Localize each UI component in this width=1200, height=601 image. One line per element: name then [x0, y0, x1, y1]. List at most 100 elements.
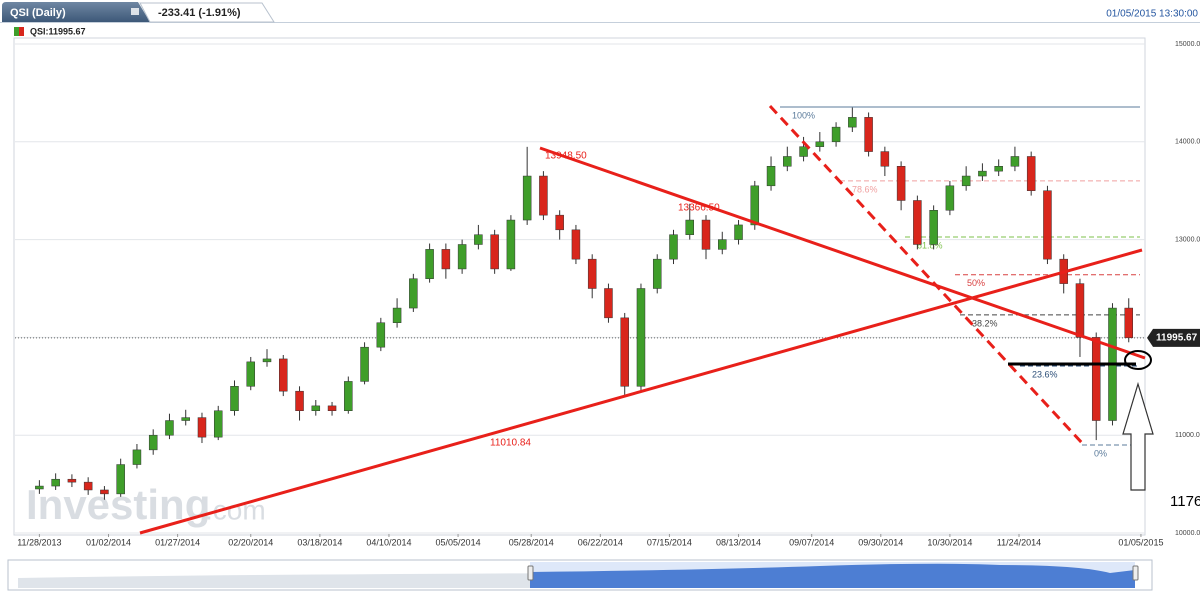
candle-body	[522, 175, 532, 221]
candle-body	[490, 234, 499, 270]
datetime: 01/05/2015 13:30:00	[1106, 9, 1198, 20]
tab[interactable]	[2, 2, 150, 22]
x-tick-label: 08/13/2014	[716, 537, 761, 547]
price-change: -233.41 (-1.91%)	[158, 7, 241, 19]
annotation: 11010.84	[490, 438, 531, 449]
y-tick-label: 10000.00	[1175, 530, 1200, 537]
fib-label: 50%	[967, 278, 985, 288]
candle-body	[100, 489, 109, 495]
candle-body	[441, 249, 451, 270]
candle-body	[831, 126, 841, 143]
candle-body	[457, 244, 467, 270]
candle-body	[864, 117, 873, 152]
annotation: 13948.50	[545, 151, 587, 162]
candle-body	[148, 434, 158, 451]
x-tick-label: 05/05/2014	[436, 537, 481, 547]
x-tick-label: 02/20/2014	[228, 537, 273, 547]
candle-body	[880, 151, 890, 167]
candle-body	[1091, 337, 1101, 421]
candle-body	[1043, 190, 1052, 260]
candle-body	[945, 185, 955, 211]
candle-body	[766, 166, 776, 187]
candle-body	[604, 288, 613, 319]
candle-body	[929, 210, 938, 245]
x-tick-label: 09/30/2014	[858, 537, 903, 547]
navigator-area-hidden	[18, 573, 549, 588]
x-tick-label: 05/28/2014	[509, 537, 554, 547]
candle-body	[587, 258, 597, 289]
x-tick-label: 07/15/2014	[647, 537, 692, 547]
candle-body	[35, 485, 44, 490]
candle-body	[994, 166, 1003, 172]
candle-body	[1026, 156, 1036, 191]
candle-body	[783, 156, 792, 167]
candle-body	[718, 239, 727, 250]
symbol: QSI:11995.67	[30, 26, 86, 36]
candle-body	[181, 417, 190, 421]
candle-body	[815, 141, 825, 147]
candle-body	[116, 464, 125, 495]
candle-body	[230, 386, 239, 411]
candle-body	[961, 175, 971, 187]
fib-label: 38.2%	[972, 318, 998, 328]
plot-frame	[13, 37, 1146, 536]
price-tag	[1147, 328, 1200, 347]
x-tick-label: 01/02/2014	[86, 537, 131, 547]
candle-body	[734, 224, 743, 240]
price-tag-label: 11995.67	[1156, 332, 1198, 343]
trendline-dashed	[768, 104, 1085, 446]
candle-body	[51, 478, 60, 487]
candle-body	[132, 449, 142, 465]
x-tick-label: 01/05/2015	[1118, 537, 1163, 547]
candle-body	[344, 381, 353, 412]
candle-body	[376, 322, 386, 348]
candle-body	[213, 410, 223, 438]
icon-down	[19, 27, 24, 36]
trendline	[139, 248, 1143, 535]
change-box	[139, 2, 275, 23]
candle-body	[295, 390, 304, 412]
y-tick-label: 14000.00	[1175, 139, 1200, 146]
candle-body	[83, 481, 93, 491]
fib-label: 23.6%	[1032, 369, 1058, 379]
candle-body	[165, 420, 174, 436]
x-tick-label: 03/18/2014	[297, 537, 342, 547]
candle-body	[197, 417, 207, 438]
candle-body	[539, 175, 548, 216]
x-tick-label: 01/27/2014	[155, 537, 200, 547]
candle-body	[636, 288, 646, 387]
candle-body	[1010, 156, 1020, 167]
candle-body	[67, 478, 77, 483]
support-circle	[1124, 350, 1152, 370]
fib-label: 100%	[792, 110, 815, 120]
y-tick-label: 11000.00	[1175, 432, 1200, 439]
candle-body	[620, 317, 629, 387]
navigator-handle[interactable]	[527, 565, 534, 581]
candle-body	[799, 146, 808, 157]
candle-body	[474, 234, 483, 245]
candle-body	[571, 229, 581, 260]
annotation: 13366.50	[678, 203, 720, 214]
y-tick-label: 13000.00	[1175, 236, 1200, 243]
candle-body	[311, 405, 321, 411]
candle-body	[555, 214, 564, 231]
icon-up	[14, 27, 19, 36]
trendline	[539, 146, 1146, 360]
close-icon[interactable]	[131, 8, 139, 15]
x-tick-label: 09/07/2014	[789, 537, 834, 547]
x-tick-label: 04/10/2014	[366, 537, 411, 547]
candle-body	[360, 346, 369, 382]
header-rule	[0, 22, 1200, 23]
x-tick-label: 11/24/2014	[997, 537, 1041, 547]
navigator-area	[530, 563, 1135, 588]
navigator-handle[interactable]	[1132, 565, 1139, 581]
candle-body	[1124, 307, 1133, 339]
x-tick-label: 10/30/2014	[927, 537, 972, 547]
candle-body	[1075, 283, 1085, 338]
navigator-window[interactable]	[530, 562, 1135, 588]
candle-body	[425, 249, 434, 279]
fib-label: 61.8%	[917, 240, 943, 250]
candle-body	[750, 185, 760, 226]
candle-body	[701, 219, 711, 250]
